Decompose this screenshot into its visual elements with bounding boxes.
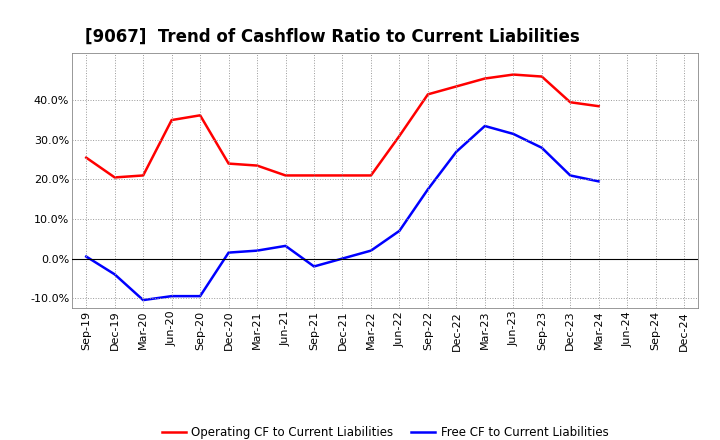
Operating CF to Current Liabilities [196, 113, 204, 118]
Free CF to Current Liabilities [82, 254, 91, 259]
Free CF to Current Liabilities [139, 297, 148, 303]
Operating CF to Current Liabilities [395, 133, 404, 139]
Operating CF to Current Liabilities [167, 117, 176, 123]
Operating CF to Current Liabilities [310, 173, 318, 178]
Operating CF to Current Liabilities [282, 173, 290, 178]
Free CF to Current Liabilities [395, 228, 404, 234]
Operating CF to Current Liabilities [537, 74, 546, 79]
Free CF to Current Liabilities [282, 243, 290, 249]
Free CF to Current Liabilities [537, 145, 546, 150]
Operating CF to Current Liabilities [452, 84, 461, 89]
Free CF to Current Liabilities [366, 248, 375, 253]
Free CF to Current Liabilities [566, 173, 575, 178]
Text: [9067]  Trend of Cashflow Ratio to Current Liabilities: [9067] Trend of Cashflow Ratio to Curren… [84, 28, 580, 46]
Operating CF to Current Liabilities [566, 99, 575, 105]
Free CF to Current Liabilities [509, 131, 518, 136]
Free CF to Current Liabilities [167, 293, 176, 299]
Operating CF to Current Liabilities [366, 173, 375, 178]
Legend: Operating CF to Current Liabilities, Free CF to Current Liabilities: Operating CF to Current Liabilities, Fre… [157, 421, 613, 440]
Operating CF to Current Liabilities [82, 155, 91, 160]
Line: Free CF to Current Liabilities: Free CF to Current Liabilities [86, 126, 599, 300]
Free CF to Current Liabilities [423, 187, 432, 192]
Free CF to Current Liabilities [595, 179, 603, 184]
Free CF to Current Liabilities [452, 149, 461, 154]
Operating CF to Current Liabilities [139, 173, 148, 178]
Operating CF to Current Liabilities [338, 173, 347, 178]
Free CF to Current Liabilities [253, 248, 261, 253]
Line: Operating CF to Current Liabilities: Operating CF to Current Liabilities [86, 74, 599, 177]
Operating CF to Current Liabilities [110, 175, 119, 180]
Free CF to Current Liabilities [480, 123, 489, 128]
Operating CF to Current Liabilities [509, 72, 518, 77]
Operating CF to Current Liabilities [595, 103, 603, 109]
Operating CF to Current Liabilities [480, 76, 489, 81]
Free CF to Current Liabilities [338, 256, 347, 261]
Operating CF to Current Liabilities [253, 163, 261, 168]
Free CF to Current Liabilities [310, 264, 318, 269]
Free CF to Current Liabilities [196, 293, 204, 299]
Free CF to Current Liabilities [225, 250, 233, 255]
Operating CF to Current Liabilities [225, 161, 233, 166]
Operating CF to Current Liabilities [423, 92, 432, 97]
Free CF to Current Liabilities [110, 272, 119, 277]
